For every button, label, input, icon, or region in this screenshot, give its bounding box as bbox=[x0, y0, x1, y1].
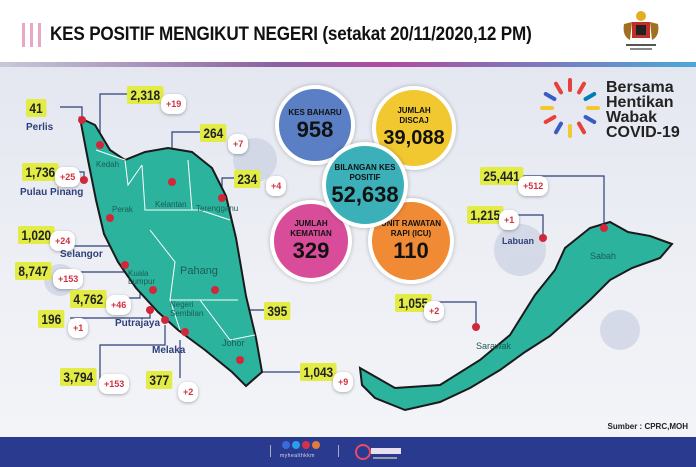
state-name-putrajaya: Putrajaya bbox=[115, 318, 161, 329]
state-name-kuala-lumpur: Kuala Lumpur bbox=[128, 269, 156, 286]
state-new-perak: +24 bbox=[50, 231, 76, 251]
state-total-terengganu: 234 bbox=[234, 170, 261, 188]
state-new-sarawak: +2 bbox=[424, 301, 445, 321]
state-name-kedah: Kedah bbox=[96, 160, 120, 169]
icu-label-2: RAPI (ICU) bbox=[390, 229, 432, 238]
slogan-line-4: COVID-19 bbox=[606, 124, 680, 141]
new-cases-label: KES BAHARU bbox=[288, 108, 342, 117]
state-new-selangor: +153 bbox=[53, 269, 84, 289]
state-total-kuala-lumpur: 4,762 bbox=[70, 290, 107, 308]
divider bbox=[338, 445, 339, 457]
state-name-johor: Johor bbox=[222, 338, 245, 348]
slogan-line-3: Wabak bbox=[606, 109, 657, 126]
borneo-malaysia-shape bbox=[358, 220, 674, 412]
icu-label-1: UNIT RAWATAN bbox=[380, 219, 442, 228]
state-total-sabah: 25,441 bbox=[480, 167, 524, 185]
state-new-labuan: +1 bbox=[499, 210, 520, 230]
state-total-kedah: 2,318 bbox=[127, 86, 164, 104]
header: KES POSITIF MENGIKUT NEGERI (setakat 20/… bbox=[0, 0, 696, 62]
state-name-negeri-sembilan: Negeri Sembilan bbox=[170, 300, 204, 318]
state-name-perak: Perak bbox=[112, 205, 133, 214]
myhealth-logo bbox=[355, 444, 401, 460]
youtube-icon[interactable] bbox=[302, 441, 310, 449]
state-new-melaka: +2 bbox=[178, 382, 199, 402]
state-new-johor: +9 bbox=[333, 372, 354, 392]
state-total-johor: 1,043 bbox=[300, 363, 337, 381]
source-note: Sumber : CPRC,MOH bbox=[607, 422, 688, 431]
state-name-perlis: Perlis bbox=[26, 122, 54, 133]
icu-value: 110 bbox=[393, 238, 429, 263]
state-new-kelantan: +7 bbox=[228, 134, 249, 154]
slogan-line-1: Bersama bbox=[606, 79, 674, 96]
state-total-pahang: 395 bbox=[264, 302, 291, 320]
state-new-kuala-lumpur: +46 bbox=[106, 295, 132, 315]
header-divider bbox=[0, 62, 696, 67]
campaign-slogan: Bersama Hentikan Wabak COVID-19 bbox=[606, 79, 680, 141]
social-icons bbox=[282, 441, 320, 449]
state-new-pulau-pinang: +25 bbox=[55, 167, 81, 187]
deaths-label-2: KEMATIAN bbox=[290, 229, 332, 238]
instagram-icon[interactable] bbox=[312, 441, 320, 449]
twitter-icon[interactable] bbox=[292, 441, 300, 449]
state-total-perak: 1,020 bbox=[18, 226, 55, 244]
ministry-crest-logo bbox=[623, 11, 659, 50]
social-handle: myhealthkkm bbox=[280, 453, 315, 459]
total-value: 52,638 bbox=[331, 182, 399, 207]
state-new-negeri-sembilan: +153 bbox=[99, 374, 130, 394]
total-label-2: POSITIF bbox=[349, 173, 381, 182]
state-new-putrajaya: +1 bbox=[68, 318, 89, 338]
discharged-label-2: DISCAJ bbox=[399, 116, 429, 125]
state-name-pahang: Pahang bbox=[180, 265, 218, 277]
state-total-selangor: 8,747 bbox=[15, 262, 52, 280]
peninsular-malaysia-shape bbox=[78, 116, 264, 388]
state-name-sarawak: Sarawak bbox=[476, 341, 512, 351]
state-total-perlis: 41 bbox=[26, 99, 47, 117]
state-name-melaka: Melaka bbox=[152, 345, 186, 356]
state-borders bbox=[95, 149, 256, 341]
state-total-putrajaya: 196 bbox=[38, 310, 65, 328]
facebook-icon[interactable] bbox=[282, 441, 290, 449]
state-name-terengganu: Terengganu bbox=[196, 204, 239, 213]
total-cases-circle: BILANGAN KES POSITIF 52,638 bbox=[322, 142, 408, 228]
state-total-kelantan: 264 bbox=[200, 124, 227, 142]
state-name-kelantan: Kelantan bbox=[155, 200, 187, 209]
total-label-1: BILANGAN KES bbox=[334, 163, 396, 172]
campaign-sunburst-logo bbox=[540, 78, 600, 138]
discharged-label-1: JUMLAH bbox=[397, 106, 431, 115]
divider bbox=[270, 445, 271, 457]
state-name-selangor: Selangor bbox=[60, 249, 103, 260]
slogan-line-2: Hentikan bbox=[606, 94, 674, 111]
state-name-labuan: Labuan bbox=[502, 236, 535, 246]
state-new-terengganu: +4 bbox=[266, 176, 287, 196]
state-total-labuan: 1,215 bbox=[467, 206, 504, 224]
state-total-negeri-sembilan: 3,794 bbox=[60, 368, 97, 386]
discharged-value: 39,088 bbox=[383, 127, 445, 149]
state-total-sarawak: 1,055 bbox=[395, 294, 432, 312]
deaths-value: 329 bbox=[292, 238, 330, 263]
new-cases-value: 958 bbox=[296, 117, 334, 142]
state-total-pulau-pinang: 1,736 bbox=[22, 163, 59, 181]
state-total-melaka: 377 bbox=[146, 371, 173, 389]
state-new-sabah: +512 bbox=[518, 176, 549, 196]
location-pins bbox=[78, 116, 608, 364]
page-title: KES POSITIF MENGIKUT NEGERI (setakat 20/… bbox=[50, 24, 532, 45]
state-new-kedah: +19 bbox=[161, 94, 187, 114]
state-name-pulau-pinang: Pulau Pinang bbox=[20, 187, 84, 198]
state-name-sabah: Sabah bbox=[590, 251, 617, 261]
footer: myhealthkkm bbox=[0, 437, 696, 467]
deaths-label-1: JUMLAH bbox=[294, 219, 328, 228]
